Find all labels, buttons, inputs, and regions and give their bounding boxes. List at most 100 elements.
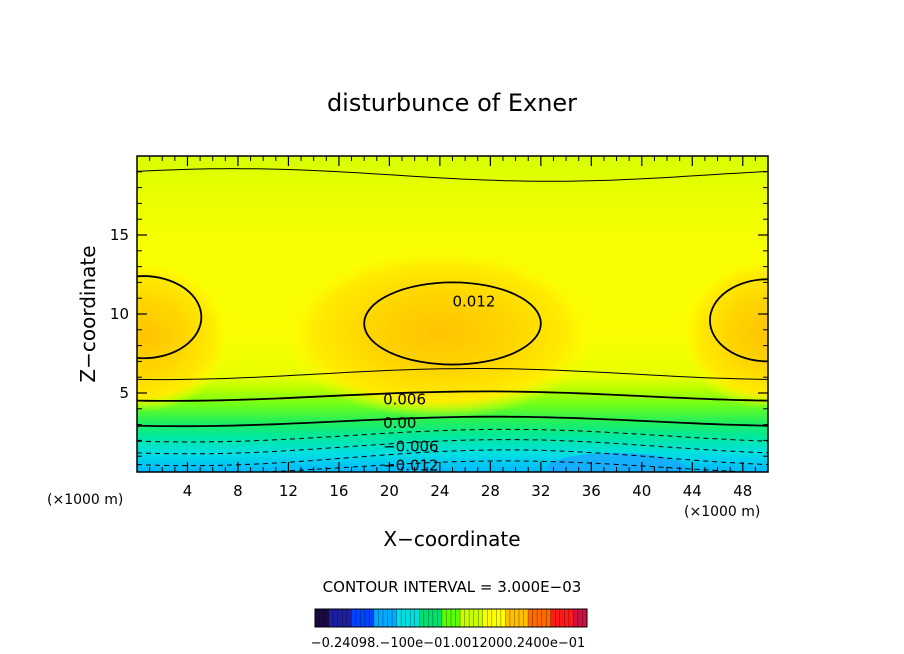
colorbar-swatch (387, 609, 393, 627)
colorbar-swatch (392, 609, 398, 627)
colorbar-swatch (514, 609, 520, 627)
colorbar-swatch (428, 609, 434, 627)
colorbar-swatch (337, 609, 343, 627)
colorbar-swatch (360, 609, 366, 627)
contour-0012-0 (137, 275, 203, 360)
field-maximum-0 (137, 260, 232, 412)
colorbar-labels: −0.24098.−100e−01.0012000.2400e−01 (311, 636, 586, 651)
colorbar-swatch (500, 609, 506, 627)
colorbar-swatch (441, 609, 447, 627)
contour-line-5 (137, 439, 768, 455)
colorbar-swatch (546, 609, 552, 627)
colorbar-swatch (523, 609, 529, 627)
contour-label-0: 0.012 (453, 292, 496, 310)
colorbar-swatch (577, 609, 583, 627)
colorbar-swatch (496, 609, 502, 627)
x-tick-label-24: 24 (430, 482, 449, 500)
contour-line-3 (137, 415, 768, 428)
x-axis-unit-right: (×1000 m) (684, 504, 760, 520)
y-axis-label: Z−coordinate (76, 245, 100, 382)
colorbar-swatch (373, 609, 379, 627)
colorbar-frame (314, 608, 588, 628)
field-maximum-1 (280, 247, 599, 419)
colorbar-swatch (564, 609, 570, 627)
colorbar-swatch (346, 609, 352, 627)
colorbar-swatch (414, 609, 420, 627)
colorbar-swatch (541, 609, 547, 627)
colorbar-swatch (491, 609, 497, 627)
x-tick-label-40: 40 (632, 482, 651, 500)
colorbar-swatch (482, 609, 488, 627)
colorbar-swatch (423, 609, 429, 627)
plot-field (137, 156, 768, 472)
x-axis-ticks: 4 8 12 16 20 24 28 32 36 40 44 48 (149, 156, 756, 500)
contour-line-4 (137, 428, 768, 443)
x-axis-label: X−coordinate (383, 527, 520, 551)
colorbar-swatch (532, 609, 538, 627)
colorbar-swatch (410, 609, 416, 627)
colorbar-swatch (324, 609, 330, 627)
colorbar-swatch (464, 609, 470, 627)
x-tick-label-36: 36 (582, 482, 601, 500)
colorbar-swatch (582, 609, 588, 627)
x-tick-label-28: 28 (481, 482, 500, 500)
colorbar-swatch (405, 609, 411, 627)
x-tick-label-44: 44 (683, 482, 702, 500)
colorbar (314, 608, 588, 628)
y-tick-label-15: 15 (110, 226, 129, 244)
colorbar-swatch (519, 609, 525, 627)
x-tick-label-16: 16 (329, 482, 348, 500)
colorbar-swatch (559, 609, 565, 627)
contour-lines (137, 168, 768, 472)
x-tick-label-12: 12 (279, 482, 298, 500)
y-tick-label-5: 5 (119, 384, 129, 402)
colorbar-swatch (437, 609, 443, 627)
colorbar-swatch (478, 609, 484, 627)
contour-label-3: −0.006 (383, 438, 439, 456)
colorbar-swatch (505, 609, 511, 627)
chart-title: disturbunce of Exner (327, 89, 577, 117)
contour-label-2: 0.00 (383, 414, 416, 432)
y-tick-label-10: 10 (110, 305, 129, 323)
x-tick-label-8: 8 (233, 482, 243, 500)
colorbar-swatch (315, 609, 321, 627)
colorbar-swatch (451, 609, 457, 627)
colorbar-swatch (473, 609, 479, 627)
colorbar-swatch (528, 609, 534, 627)
colorbar-swatch (333, 609, 339, 627)
x-tick-label-48: 48 (733, 482, 752, 500)
contour-interval-text: CONTOUR INTERVAL = 3.000E−03 (323, 578, 582, 596)
contour-labels: 0.012 0.006 0.00 −0.006−0.012 (383, 292, 495, 474)
colorbar-swatch (401, 609, 407, 627)
field-maximum-2 (679, 257, 768, 409)
colorbar-swatch (460, 609, 466, 627)
contour-label-1: 0.006 (383, 390, 426, 408)
colorbar-swatch (555, 609, 561, 627)
colorbar-swatch (396, 609, 402, 627)
contour-line-1 (137, 368, 768, 381)
colorbar-swatch (509, 609, 515, 627)
contour-line-0 (137, 168, 768, 182)
colorbar-swatch (419, 609, 425, 627)
x-tick-label-4: 4 (183, 482, 193, 500)
colorbar-swatch (455, 609, 461, 627)
colorbar-swatch (351, 609, 357, 627)
colorbar-swatch (487, 609, 493, 627)
colorbar-swatch (369, 609, 375, 627)
contour-line-2 (137, 390, 768, 402)
contour-label-4: −0.012 (383, 457, 439, 475)
field-minimum (546, 452, 687, 472)
colorbar-swatch (328, 609, 334, 627)
contour-0012-1 (363, 281, 542, 366)
colorbar-swatch (469, 609, 475, 627)
colorbar-swatch (319, 609, 325, 627)
contour-line-6 (137, 449, 768, 467)
colorbar-swatch (364, 609, 370, 627)
colorbar-swatch (568, 609, 574, 627)
colorbar-swatch (573, 609, 579, 627)
contour-line-7 (250, 460, 762, 472)
x-tick-label-32: 32 (531, 482, 550, 500)
colorbar-swatch (383, 609, 389, 627)
colorbar-swatch (342, 609, 348, 627)
